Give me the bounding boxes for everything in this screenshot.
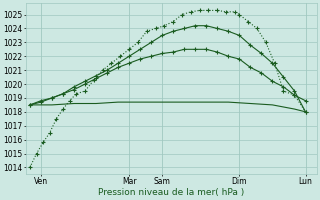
X-axis label: Pression niveau de la mer( hPa ): Pression niveau de la mer( hPa )	[98, 188, 244, 197]
